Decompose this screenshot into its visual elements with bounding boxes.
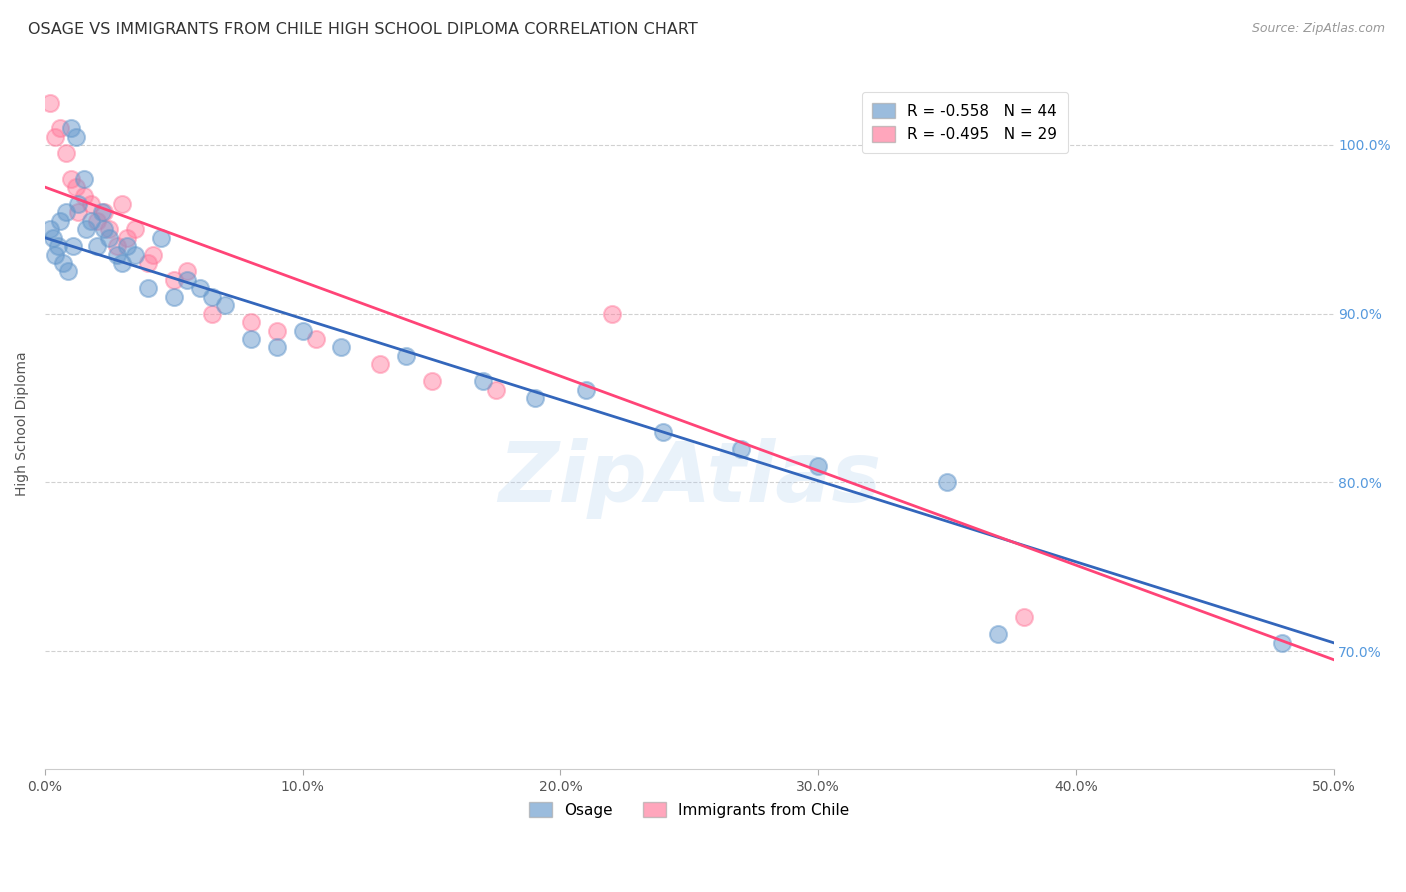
Point <box>49 121 72 136</box>
Point <box>936 475 959 490</box>
Point <box>142 247 165 261</box>
Point <box>176 264 198 278</box>
Point <box>56 264 79 278</box>
Point <box>59 171 82 186</box>
Point <box>55 146 77 161</box>
Point <box>368 357 391 371</box>
Point <box>105 247 128 261</box>
Point <box>201 307 224 321</box>
Text: OSAGE VS IMMIGRANTS FROM CHILE HIGH SCHOOL DIPLOMA CORRELATION CHART: OSAGE VS IMMIGRANTS FROM CHILE HIGH SCHO… <box>28 22 697 37</box>
Point <box>163 290 186 304</box>
Point <box>304 332 326 346</box>
Point <box>59 121 82 136</box>
Point <box>67 205 90 219</box>
Point <box>987 627 1010 641</box>
Legend: Osage, Immigrants from Chile: Osage, Immigrants from Chile <box>523 796 856 824</box>
Point <box>523 391 546 405</box>
Point <box>395 349 418 363</box>
Y-axis label: High School Diploma: High School Diploma <box>15 351 30 496</box>
Point <box>136 281 159 295</box>
Point <box>41 231 63 245</box>
Text: Source: ZipAtlas.com: Source: ZipAtlas.com <box>1251 22 1385 36</box>
Point <box>55 205 77 219</box>
Point <box>44 247 66 261</box>
Point <box>575 383 598 397</box>
Point <box>485 383 508 397</box>
Point <box>39 222 62 236</box>
Point <box>80 214 103 228</box>
Point <box>1012 610 1035 624</box>
Point <box>65 129 87 144</box>
Point <box>188 281 211 295</box>
Point <box>46 239 69 253</box>
Point <box>124 247 146 261</box>
Point <box>149 231 172 245</box>
Point <box>214 298 236 312</box>
Point <box>67 197 90 211</box>
Point <box>86 214 108 228</box>
Point <box>86 239 108 253</box>
Point <box>93 222 115 236</box>
Point <box>72 188 94 202</box>
Point <box>65 180 87 194</box>
Point <box>330 341 353 355</box>
Point <box>266 324 288 338</box>
Point <box>105 239 128 253</box>
Point <box>176 273 198 287</box>
Point <box>240 332 263 346</box>
Point <box>420 374 443 388</box>
Point <box>111 197 134 211</box>
Point <box>44 129 66 144</box>
Point <box>730 442 752 456</box>
Point <box>98 222 121 236</box>
Point <box>124 222 146 236</box>
Point <box>163 273 186 287</box>
Point <box>80 197 103 211</box>
Text: ZipAtlas: ZipAtlas <box>498 438 880 519</box>
Point <box>1271 636 1294 650</box>
Point <box>291 324 314 338</box>
Point <box>807 458 830 473</box>
Point <box>652 425 675 439</box>
Point <box>39 95 62 110</box>
Point <box>117 231 139 245</box>
Point <box>117 239 139 253</box>
Point <box>49 214 72 228</box>
Point <box>111 256 134 270</box>
Point <box>201 290 224 304</box>
Point <box>72 171 94 186</box>
Point <box>472 374 495 388</box>
Point <box>93 205 115 219</box>
Point <box>90 205 112 219</box>
Point <box>240 315 263 329</box>
Point <box>62 239 84 253</box>
Point <box>600 307 623 321</box>
Point <box>52 256 75 270</box>
Point <box>75 222 97 236</box>
Point <box>98 231 121 245</box>
Point <box>266 341 288 355</box>
Point <box>136 256 159 270</box>
